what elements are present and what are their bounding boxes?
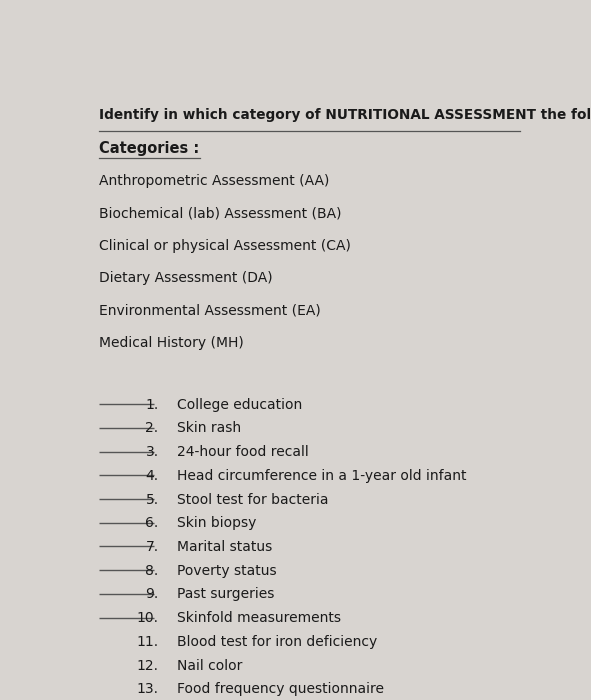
Text: Head circumference in a 1-year old infant: Head circumference in a 1-year old infan… (177, 469, 466, 483)
Text: 24-hour food recall: 24-hour food recall (177, 445, 309, 459)
Text: Identify in which category of NUTRITIONAL ASSESSMENT the following fall in:: Identify in which category of NUTRITIONA… (99, 108, 591, 122)
Text: Blood test for iron deficiency: Blood test for iron deficiency (177, 635, 377, 649)
Text: Clinical or physical Assessment (CA): Clinical or physical Assessment (CA) (99, 239, 351, 253)
Text: College education: College education (177, 398, 302, 412)
Text: Past surgeries: Past surgeries (177, 587, 274, 601)
Text: Skin rash: Skin rash (177, 421, 241, 435)
Text: Medical History (MH): Medical History (MH) (99, 336, 244, 350)
Text: 1.: 1. (145, 398, 158, 412)
Text: Poverty status: Poverty status (177, 564, 277, 577)
Text: 9.: 9. (145, 587, 158, 601)
Text: 3.: 3. (145, 445, 158, 459)
Text: Anthropometric Assessment (AA): Anthropometric Assessment (AA) (99, 174, 329, 188)
Text: Skinfold measurements: Skinfold measurements (177, 611, 341, 625)
Text: 12.: 12. (137, 659, 158, 673)
Text: 6.: 6. (145, 517, 158, 531)
Text: Stool test for bacteria: Stool test for bacteria (177, 493, 329, 507)
Text: Food frequency questionnaire: Food frequency questionnaire (177, 682, 384, 696)
Text: 8.: 8. (145, 564, 158, 577)
Text: 5.: 5. (145, 493, 158, 507)
Text: Environmental Assessment (EA): Environmental Assessment (EA) (99, 303, 321, 317)
Text: 10.: 10. (137, 611, 158, 625)
Text: Skin biopsy: Skin biopsy (177, 517, 256, 531)
Text: 11.: 11. (137, 635, 158, 649)
Text: Nail color: Nail color (177, 659, 242, 673)
Text: Biochemical (lab) Assessment (BA): Biochemical (lab) Assessment (BA) (99, 206, 342, 220)
Text: 2.: 2. (145, 421, 158, 435)
Text: Dietary Assessment (DA): Dietary Assessment (DA) (99, 271, 272, 285)
Text: 7.: 7. (145, 540, 158, 554)
Text: Marital status: Marital status (177, 540, 272, 554)
Text: 4.: 4. (145, 469, 158, 483)
Text: 13.: 13. (137, 682, 158, 696)
Text: Categories :: Categories : (99, 141, 199, 155)
